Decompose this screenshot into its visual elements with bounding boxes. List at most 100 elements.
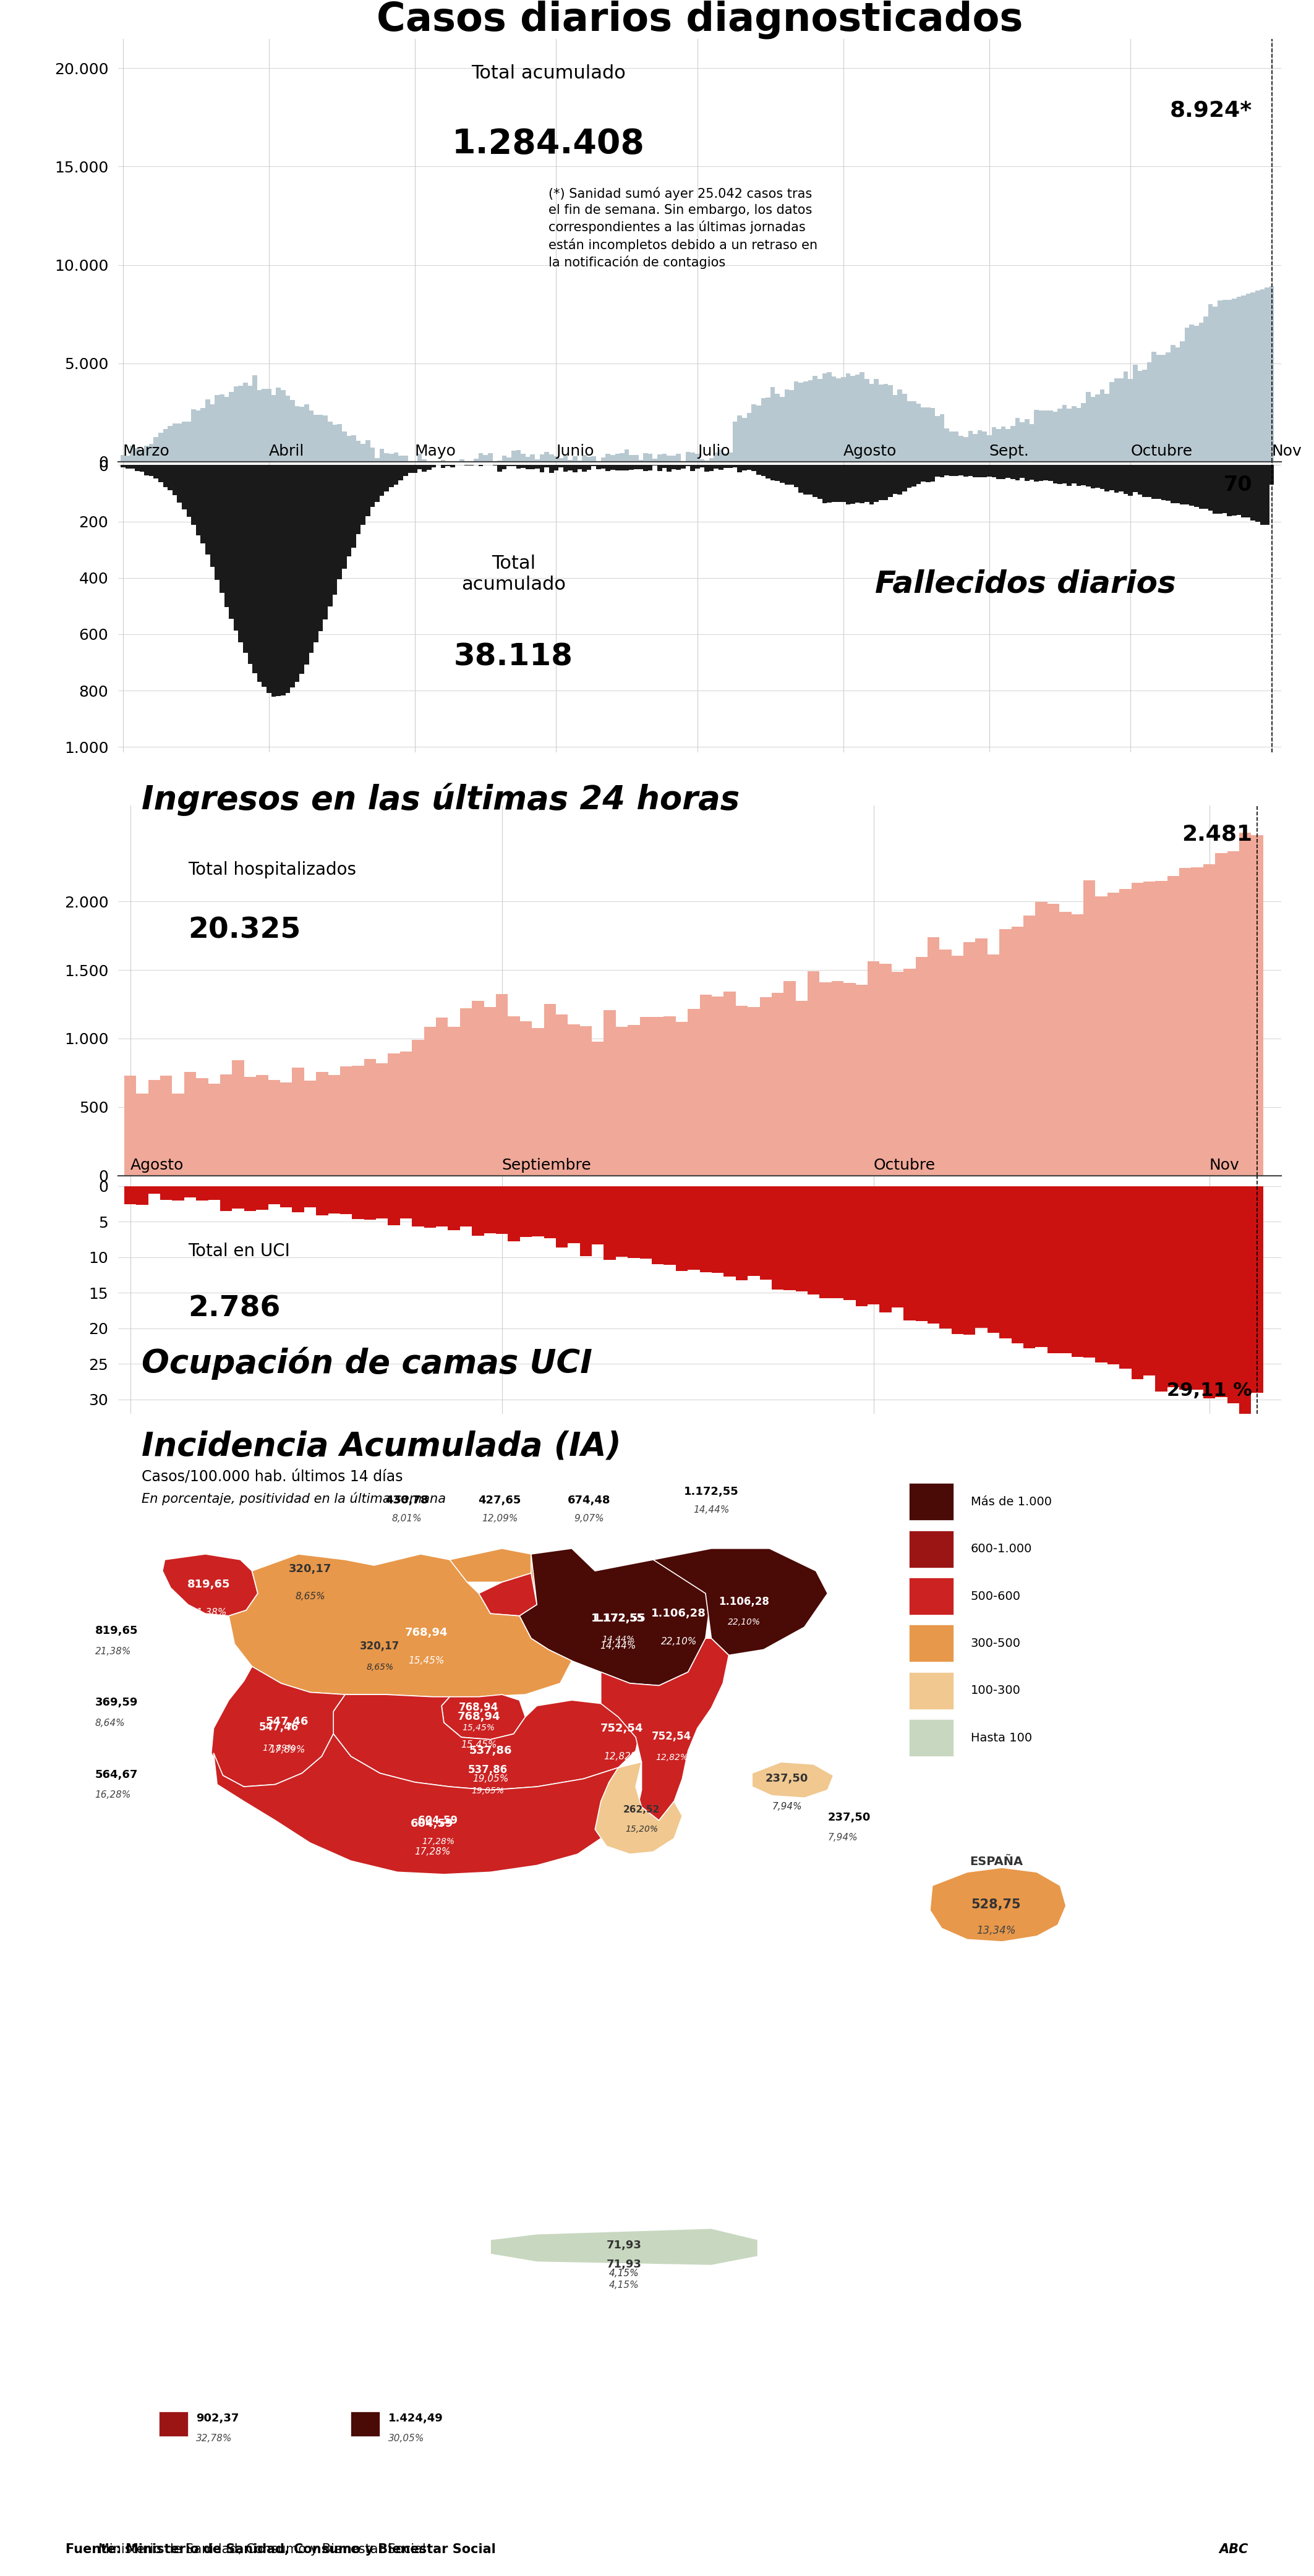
Bar xyxy=(568,1188,579,1244)
Text: 8,65%: 8,65% xyxy=(296,1592,325,1602)
Bar xyxy=(221,1074,233,1175)
Bar xyxy=(460,1188,472,1226)
Text: 30,05%: 30,05% xyxy=(388,2434,424,2442)
Bar xyxy=(733,422,737,461)
Bar xyxy=(139,448,145,461)
Bar xyxy=(892,466,897,495)
Text: 237,50: 237,50 xyxy=(828,1811,870,1824)
Bar xyxy=(1016,466,1020,479)
Bar xyxy=(963,1188,975,1334)
Bar xyxy=(280,1082,292,1175)
Bar xyxy=(1204,317,1208,461)
Bar xyxy=(640,1188,652,1260)
Bar xyxy=(229,392,234,461)
Text: 17,89%: 17,89% xyxy=(263,1744,296,1752)
Bar xyxy=(1105,394,1109,461)
Bar xyxy=(248,386,252,461)
Bar xyxy=(327,466,332,605)
Text: 1.172,55: 1.172,55 xyxy=(591,1613,645,1623)
Bar xyxy=(909,1484,953,1520)
Bar xyxy=(568,1025,579,1175)
Bar xyxy=(1062,466,1067,484)
Bar xyxy=(1071,914,1083,1175)
Text: 15,45%: 15,45% xyxy=(409,1656,444,1667)
Text: 528,75: 528,75 xyxy=(971,1899,1021,1911)
Text: 17,89%: 17,89% xyxy=(269,1744,305,1754)
Bar xyxy=(1147,363,1151,461)
Bar xyxy=(1198,322,1204,461)
Bar xyxy=(1029,466,1034,479)
Bar xyxy=(1020,422,1025,461)
Bar xyxy=(1109,381,1114,461)
Bar xyxy=(903,394,907,461)
Bar xyxy=(1123,466,1129,495)
Bar xyxy=(474,459,478,461)
Bar xyxy=(290,466,294,688)
Bar xyxy=(137,1188,148,1206)
Text: 320,17: 320,17 xyxy=(360,1641,399,1651)
Bar xyxy=(1251,1188,1263,1394)
Bar xyxy=(916,466,921,484)
Bar xyxy=(606,466,610,471)
Text: Ingresos en las últimas 24 horas: Ingresos en las últimas 24 horas xyxy=(142,783,740,817)
Bar xyxy=(125,466,130,469)
Bar xyxy=(388,1188,399,1226)
Bar xyxy=(384,466,389,492)
Text: 12,09%: 12,09% xyxy=(482,1515,518,1522)
Bar xyxy=(1067,410,1072,461)
Bar xyxy=(606,453,610,461)
Bar xyxy=(427,466,431,469)
Bar xyxy=(1016,417,1020,461)
Bar xyxy=(794,466,799,487)
Text: Incidencia Acumulada (IA): Incidencia Acumulada (IA) xyxy=(142,1430,622,1463)
Bar xyxy=(380,448,384,461)
Bar xyxy=(817,379,823,461)
Bar xyxy=(233,1188,244,1208)
Bar xyxy=(1138,371,1142,461)
Bar xyxy=(1222,301,1227,461)
Bar xyxy=(628,1188,640,1257)
Bar xyxy=(502,466,507,469)
Bar xyxy=(309,410,314,461)
Bar xyxy=(1105,466,1109,492)
Bar xyxy=(790,466,794,484)
Bar xyxy=(294,466,300,683)
Bar xyxy=(1264,466,1269,526)
Bar xyxy=(794,381,799,461)
Bar xyxy=(374,459,380,461)
Bar xyxy=(328,1188,340,1213)
Bar xyxy=(258,466,261,683)
Bar xyxy=(252,466,258,672)
Bar xyxy=(1133,466,1138,492)
Bar xyxy=(205,399,210,461)
Bar xyxy=(1059,1188,1071,1352)
Bar xyxy=(532,1188,544,1236)
Bar xyxy=(795,1188,808,1291)
Bar xyxy=(930,466,936,482)
Bar xyxy=(553,466,558,471)
Bar xyxy=(347,435,351,461)
Bar xyxy=(795,1002,808,1175)
Bar xyxy=(398,466,403,479)
Bar xyxy=(478,453,484,461)
Bar xyxy=(1059,912,1071,1175)
Bar xyxy=(234,386,238,461)
Bar xyxy=(1108,894,1120,1175)
Polygon shape xyxy=(490,2228,758,2264)
Bar xyxy=(1242,296,1246,461)
Bar xyxy=(305,404,309,461)
Bar xyxy=(803,381,808,461)
Bar xyxy=(160,1077,172,1175)
Bar xyxy=(318,415,323,461)
Bar xyxy=(1095,466,1100,487)
Bar xyxy=(982,433,987,461)
Bar xyxy=(1072,407,1076,461)
Text: 7,94%: 7,94% xyxy=(771,1803,802,1811)
Bar xyxy=(897,466,903,495)
Bar xyxy=(338,425,342,461)
Bar xyxy=(192,466,196,526)
Bar xyxy=(1047,1188,1059,1352)
Bar xyxy=(172,1092,184,1175)
Bar xyxy=(1020,466,1025,479)
Text: 13,34%: 13,34% xyxy=(976,1924,1016,1937)
